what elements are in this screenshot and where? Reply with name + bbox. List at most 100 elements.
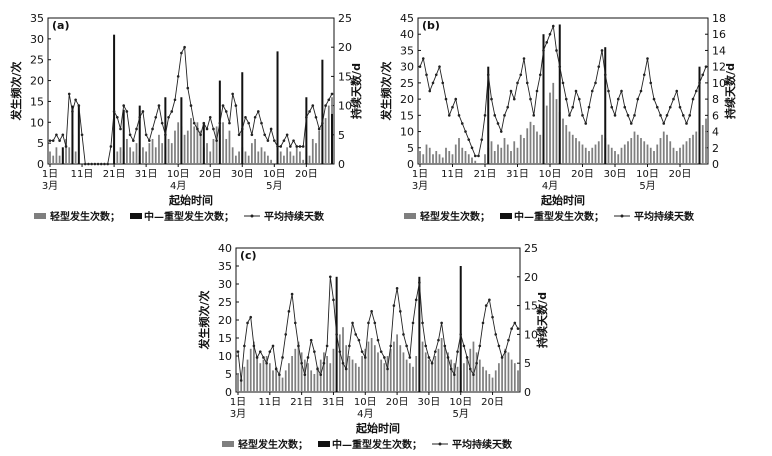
x-tick-label: 20日 bbox=[295, 169, 318, 180]
bar-light bbox=[526, 128, 529, 164]
y-tick-label: 10 bbox=[400, 126, 414, 139]
bar-light bbox=[402, 352, 405, 392]
point-days bbox=[477, 154, 480, 158]
point-days bbox=[430, 361, 434, 365]
bar-light bbox=[190, 118, 192, 164]
point-days bbox=[558, 65, 562, 68]
y-tick-label: 5 bbox=[225, 368, 232, 381]
bar-heavy bbox=[305, 97, 308, 164]
bar-light bbox=[692, 134, 694, 164]
bar-light bbox=[281, 377, 284, 392]
x-tick-label: 1日 bbox=[412, 169, 428, 180]
point-days bbox=[655, 105, 659, 109]
bar-light bbox=[135, 143, 138, 164]
y-tick-label: 15 bbox=[218, 332, 232, 345]
point-days bbox=[402, 333, 405, 336]
point-days bbox=[516, 327, 520, 330]
point-days bbox=[180, 51, 183, 55]
bar-light bbox=[154, 147, 157, 164]
y-tick-label: 35 bbox=[218, 260, 232, 273]
point-days bbox=[183, 45, 186, 49]
y2-tick-label: 18 bbox=[712, 12, 726, 25]
point-days bbox=[584, 122, 588, 125]
point-days bbox=[538, 73, 542, 77]
point-days bbox=[215, 139, 218, 142]
point-days bbox=[109, 145, 113, 148]
bar-light bbox=[243, 366, 246, 392]
bar-light bbox=[65, 138, 67, 164]
legend-label-days: 平均持续天数 bbox=[634, 210, 695, 223]
bar-light bbox=[308, 155, 311, 164]
point-days bbox=[221, 104, 225, 107]
point-days bbox=[571, 105, 575, 109]
point-days bbox=[237, 133, 241, 137]
point-days bbox=[324, 104, 327, 107]
bar-light bbox=[485, 370, 488, 392]
point-days bbox=[499, 130, 503, 133]
legend: 轻型发生次数； 中—重型发生次数； 平均持续天数 bbox=[404, 210, 695, 223]
bar-light bbox=[506, 144, 509, 164]
y-tick-label: 10 bbox=[30, 116, 44, 129]
x-tick-label: 21日 bbox=[474, 169, 497, 180]
y-tick-label: 25 bbox=[218, 296, 232, 309]
point-days bbox=[414, 298, 418, 302]
bar-light bbox=[383, 363, 386, 392]
point-days bbox=[173, 98, 177, 102]
point-days bbox=[456, 350, 459, 353]
x-tick-label: 3月 bbox=[42, 180, 58, 192]
point-days bbox=[447, 114, 451, 117]
bar-light bbox=[695, 131, 698, 164]
x-tick-label: 10日 bbox=[263, 169, 286, 180]
point-days bbox=[266, 139, 270, 142]
bar-light bbox=[342, 327, 344, 392]
point-days bbox=[262, 356, 265, 359]
point-days bbox=[497, 344, 501, 348]
bar-light bbox=[299, 151, 301, 164]
point-days bbox=[64, 145, 68, 148]
bar-light bbox=[597, 141, 600, 164]
point-days bbox=[138, 115, 142, 119]
point-days bbox=[341, 361, 345, 365]
bar-heavy bbox=[77, 105, 80, 164]
bar-light bbox=[326, 356, 328, 392]
bar-light bbox=[215, 126, 218, 164]
bar-light bbox=[389, 348, 392, 392]
point-days bbox=[330, 92, 334, 96]
bar-light bbox=[289, 151, 292, 164]
y-tick-label: 25 bbox=[30, 54, 44, 67]
x-tick-label: 31日 bbox=[322, 397, 345, 408]
bar-light bbox=[348, 356, 351, 392]
point-days bbox=[681, 114, 685, 117]
point-days bbox=[545, 41, 549, 44]
point-days bbox=[344, 367, 348, 371]
bar-light bbox=[653, 151, 655, 164]
bar-light bbox=[620, 147, 623, 164]
point-days bbox=[433, 350, 437, 353]
legend: 轻型发生次数； 中—重型发生次数； 平均持续天数 bbox=[34, 210, 325, 223]
bar-light bbox=[445, 147, 447, 164]
bar-light bbox=[507, 352, 510, 392]
bar-heavy bbox=[138, 105, 141, 164]
point-days bbox=[555, 49, 558, 52]
x-tick-label: 5月 bbox=[453, 408, 469, 420]
bar-light bbox=[688, 138, 691, 164]
point-days bbox=[48, 139, 52, 142]
bar-light bbox=[244, 151, 247, 164]
x-axis-label: 起始时间 bbox=[540, 193, 585, 207]
bar-light bbox=[623, 144, 626, 164]
point-days bbox=[335, 333, 338, 336]
bar-light bbox=[268, 363, 271, 392]
bar-light bbox=[324, 118, 327, 164]
legend-marker-days bbox=[250, 214, 254, 218]
point-days bbox=[167, 115, 170, 119]
point-days bbox=[273, 139, 276, 142]
point-days bbox=[633, 114, 636, 117]
legend-swatch-light bbox=[34, 213, 46, 219]
point-days bbox=[295, 145, 299, 148]
bar-light bbox=[116, 151, 119, 164]
y2-tick-label: 4 bbox=[712, 126, 719, 139]
x-tick-label: 4月 bbox=[170, 180, 186, 192]
point-days bbox=[281, 356, 284, 359]
point-days bbox=[694, 89, 698, 93]
bar-light bbox=[450, 359, 453, 392]
